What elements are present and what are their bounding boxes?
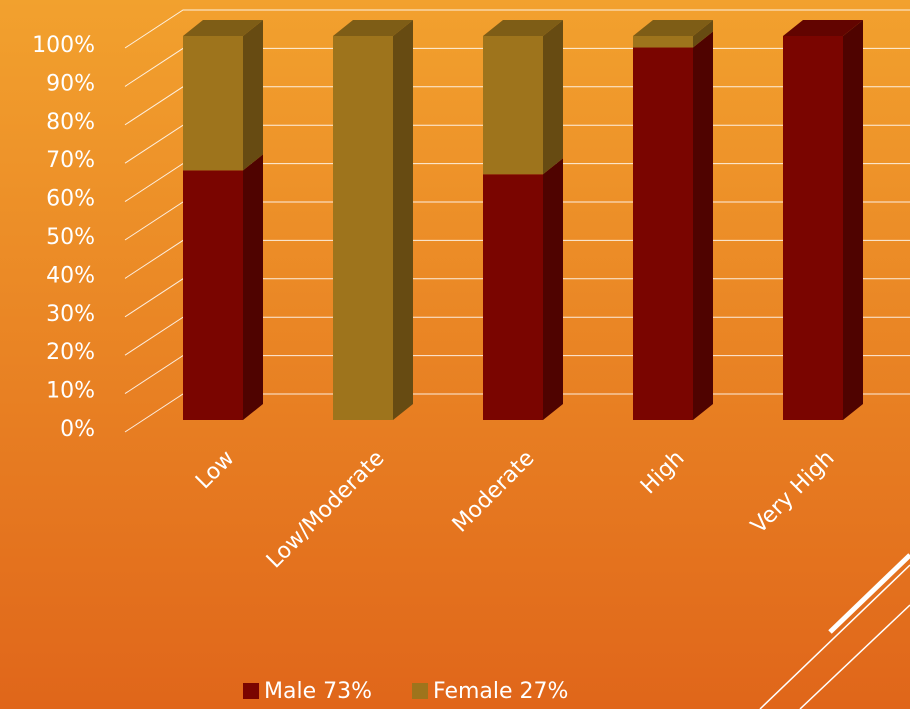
y-tick-label: 80% [46,110,95,135]
bar-side [393,20,413,420]
bar-top [183,20,263,36]
bar [183,36,243,171]
bar [483,174,543,420]
bar-side [693,20,713,48]
y-tick-label: 0% [60,417,95,442]
y-tick-label: 70% [46,148,95,173]
bar-stack [183,20,263,420]
y-tick-label: 40% [46,263,95,288]
bar-stack [633,20,713,421]
bar-side [543,20,563,175]
grid-line [124,9,910,49]
bar-side [693,31,713,421]
legend-label: Male 73% [264,679,372,704]
bar-side [243,20,263,171]
y-tick-label: 60% [46,187,95,212]
bar-side [843,20,863,36]
y-tick-label: 100% [32,33,95,58]
legend-swatch [243,683,259,699]
bar [783,36,843,420]
y-tick-label: 50% [46,225,95,250]
y-tick-label: 20% [46,340,95,365]
legend-label: Female 27% [433,679,568,704]
bar [483,36,543,175]
bar-stack [483,20,563,421]
y-tick-label: 30% [46,302,95,327]
bar-side [843,20,863,420]
bar-top [783,20,863,36]
legend-swatch [412,683,429,699]
bar-top [333,20,413,36]
bar-stack [333,20,413,420]
y-tick-label: 90% [46,71,95,96]
decoration [759,553,910,709]
bar-stack [783,20,863,420]
bar [183,170,243,420]
bar-side [543,158,563,421]
y-tick-label: 10% [46,379,95,404]
bar [633,47,693,421]
bar [333,36,393,420]
bar-side [243,154,263,420]
bar [633,36,693,48]
bar-top [483,20,563,36]
bar-top [633,20,713,36]
